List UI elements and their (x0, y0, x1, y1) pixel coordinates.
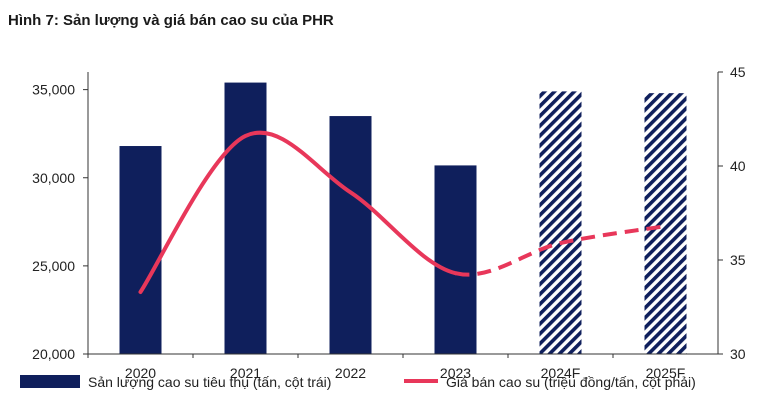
price-line-actual (138, 130, 458, 294)
y-left-tick-label: 35,000 (32, 82, 75, 98)
x-tick-label: 2025F (646, 365, 686, 381)
bar-2023 (434, 165, 477, 354)
y-right-tick-label: 45 (730, 64, 746, 80)
bar-2020 (119, 146, 162, 354)
y-left-tick-label: 30,000 (32, 170, 75, 186)
x-tick-label: 2022 (335, 365, 366, 381)
bar-2021 (224, 82, 267, 354)
legend-label-volume: Sản lượng cao su tiêu thụ (tấn, cột trái… (88, 374, 331, 390)
y-right-tick-label: 30 (730, 346, 746, 362)
bar-2024f (539, 91, 582, 354)
x-tick-label: 2021 (230, 365, 261, 381)
bar-2025f (644, 93, 687, 355)
legend-swatch-volume (20, 375, 80, 388)
y-right-tick-label: 35 (730, 252, 746, 268)
y-right-tick-label: 40 (730, 158, 746, 174)
price-line-forecast (455, 224, 666, 277)
bar-2022 (329, 116, 372, 354)
x-tick-label: 2023 (440, 365, 471, 381)
chart-title: Hình 7: Sản lượng và giá bán cao su của … (8, 12, 334, 29)
y-left-tick-label: 25,000 (32, 258, 75, 274)
y-left-tick-label: 20,000 (32, 346, 75, 362)
legend-label-price: Giá bán cao su (triệu đồng/tấn, cột phải… (446, 374, 696, 390)
x-tick-label: 2020 (125, 365, 156, 381)
x-tick-label: 2024F (541, 365, 581, 381)
